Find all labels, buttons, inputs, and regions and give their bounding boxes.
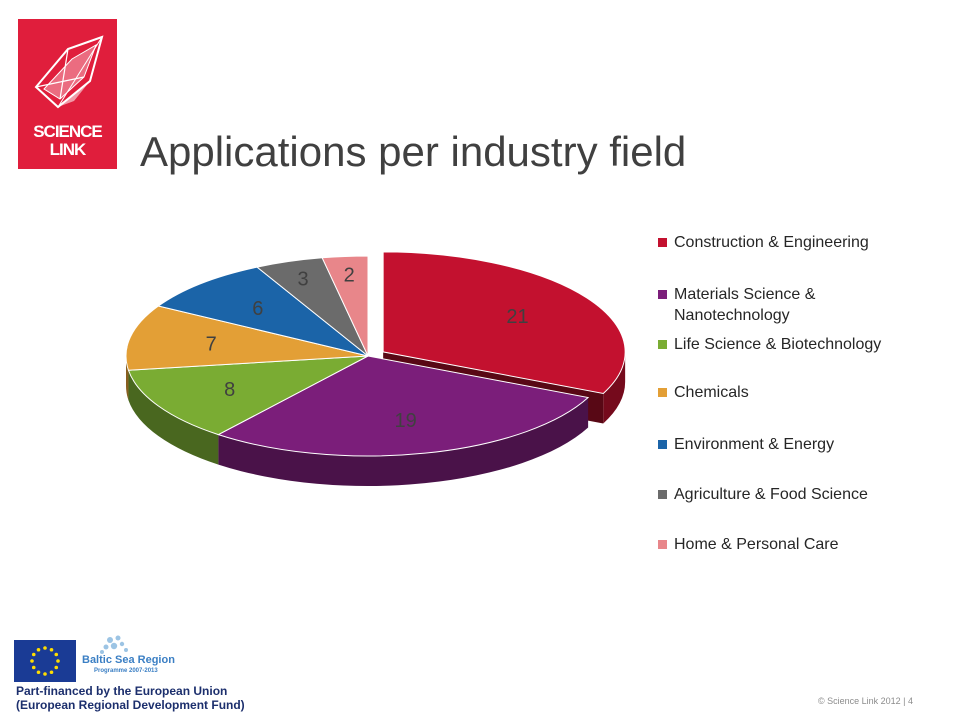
- legend-label: Agriculture & Food Science: [674, 486, 868, 503]
- legend-item: Agriculture & Food Science: [658, 484, 924, 505]
- eu-funding-line2: (European Regional Development Fund): [16, 698, 245, 712]
- pie-tops: [125, 251, 626, 457]
- pie-slice-4: [157, 266, 369, 357]
- legend-swatch: [658, 490, 667, 499]
- logo-text-line2: LINK: [49, 140, 87, 159]
- science-link-logo: SCIENCE LINK: [18, 19, 117, 169]
- pie-data-label-2: 8: [224, 379, 235, 401]
- legend-item: Life Science & Biotechnology: [658, 334, 924, 355]
- legend-item: Environment & Energy: [658, 434, 924, 455]
- pie-data-label-3: 7: [206, 334, 217, 356]
- pie-labels: 21 19 8 7 6 3 2: [206, 264, 529, 432]
- logo-text-line1: SCIENCE: [33, 122, 103, 141]
- legend-item: Chemicals: [658, 382, 924, 403]
- legend-swatch: [658, 340, 667, 349]
- baltic-title: Baltic Sea Region: [82, 654, 175, 666]
- baltic-subtitle: Programme 2007-2013: [94, 668, 158, 674]
- eu-funding-footer: Baltic Sea Region Programme 2007-2013 Pa…: [14, 632, 245, 712]
- legend-swatch: [658, 388, 667, 397]
- pie-data-label-6: 2: [344, 264, 355, 286]
- pie-slice-0: [382, 251, 626, 394]
- pie-slice-6: [321, 255, 369, 357]
- legend-swatch: [658, 540, 667, 549]
- pie-data-label-5: 3: [298, 269, 309, 291]
- legend-item: Home & Personal Care: [658, 534, 924, 555]
- legend-label: Life Science & Biotechnology: [674, 336, 882, 353]
- pie-side-1: [218, 397, 589, 486]
- legend-label: Home & Personal Care: [674, 536, 839, 553]
- eu-flag-icon: [14, 640, 76, 682]
- copyright-text: © Science Link 2012 | 4: [818, 696, 914, 706]
- legend-label: Materials Science & Nanotechnology: [674, 286, 816, 324]
- pie-side-2: [128, 370, 219, 465]
- legend-label: Environment & Energy: [674, 436, 835, 453]
- legend-item: Materials Science & Nanotechnology: [658, 284, 924, 326]
- legend-label: Chemicals: [674, 384, 749, 401]
- pie-slice-2: [127, 355, 369, 436]
- legend-label: Construction & Engineering: [674, 234, 869, 251]
- legend-swatch: [658, 238, 667, 247]
- pie-slice-1: [217, 355, 590, 457]
- crystal-icon: [34, 35, 104, 109]
- pie-data-label-0: 21: [506, 306, 528, 328]
- baltic-sea-region-logo: [100, 635, 128, 654]
- legend-swatch: [658, 440, 667, 449]
- pie-side-0: [603, 351, 626, 424]
- pie-data-label-4: 6: [252, 298, 263, 320]
- slide-title: Applications per industry field: [140, 128, 687, 175]
- pie-side-3: [126, 356, 129, 401]
- legend-swatch: [658, 290, 667, 299]
- eu-funding-line1: Part-financed by the European Union: [16, 684, 228, 698]
- pie-chart: 21 19 8 7 6 3 2: [125, 251, 626, 486]
- legend-item: Construction & Engineering: [658, 232, 924, 253]
- pie-data-label-1: 19: [395, 410, 417, 432]
- pie-slice-3: [125, 305, 369, 371]
